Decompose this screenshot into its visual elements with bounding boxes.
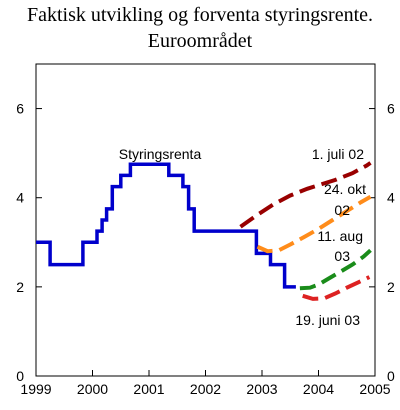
chart-subtitle: Euroområdet	[147, 30, 253, 52]
annotation-label: 11. aug	[317, 228, 363, 244]
annotation-group: Styringsrenta 1. juli 02 24. okt 02 11. aug 0…	[119, 146, 366, 328]
y-tick-label-right: 4	[387, 190, 395, 206]
annotation-label: Styringsrenta	[119, 146, 202, 162]
y-tick-label-right: 0	[387, 368, 395, 384]
annotation-label: 03	[334, 248, 350, 264]
series-line-styringsrenta	[36, 162, 296, 289]
annotation-label: 19. juni 03	[295, 312, 360, 328]
x-tick-label: 2002	[190, 381, 221, 397]
y-tick-label-right: 6	[387, 101, 395, 117]
plot-frame	[35, 63, 376, 377]
x-tick-label: 1999	[20, 381, 51, 397]
annotation-label: 02	[334, 202, 350, 218]
series-group	[36, 161, 372, 301]
y-tick-label-right: 2	[387, 279, 395, 295]
annotation-label: 1. juli 02	[312, 146, 364, 162]
y-tick-label-left: 0	[16, 368, 24, 384]
series-line-1-juli-02	[239, 161, 372, 229]
y-tick-label-left: 6	[16, 101, 24, 117]
x-tick-label: 2004	[303, 381, 334, 397]
chart-title: Faktisk utvikling og forventa styringsre…	[26, 4, 374, 26]
series-line-19-juni-03	[302, 275, 371, 301]
y-tick-label-left: 2	[16, 279, 24, 295]
series-line-11-aug-03	[299, 248, 372, 291]
x-tick-label: 2005	[359, 381, 390, 397]
series-line-24-okt-02	[256, 195, 372, 254]
x-tick-label: 2003	[246, 381, 277, 397]
annotation-label: 24. okt	[324, 181, 366, 197]
x-tick-label: 2001	[133, 381, 164, 397]
x-tick-label: 2000	[77, 381, 108, 397]
y-tick-label-left: 4	[16, 190, 24, 206]
